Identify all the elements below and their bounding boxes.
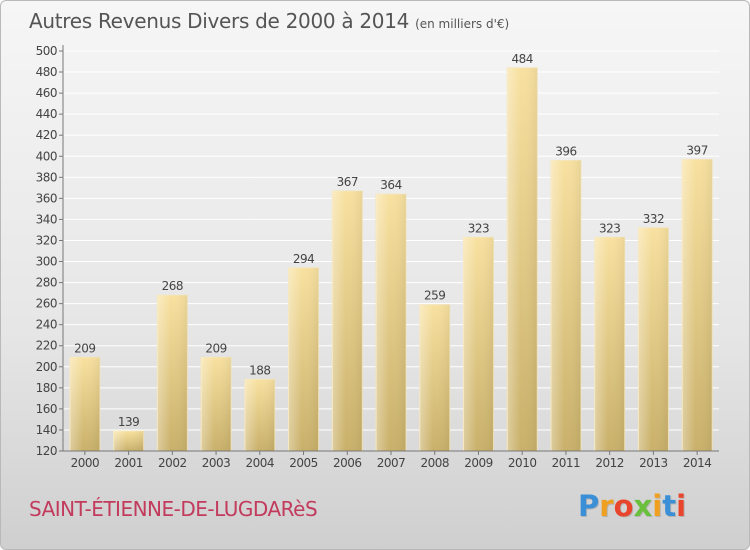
bar-shade-2007 bbox=[376, 194, 406, 451]
y-tick-label: 200 bbox=[36, 360, 57, 374]
bar-value-label: 397 bbox=[686, 143, 707, 157]
chart-title: Autres Revenus Divers de 2000 à 2014 (en … bbox=[29, 9, 509, 33]
y-tick-label: 480 bbox=[36, 65, 57, 79]
x-tick-label: 2006 bbox=[333, 456, 362, 470]
bar-value-label: 259 bbox=[424, 289, 445, 303]
bar-shade-2002 bbox=[157, 295, 188, 451]
chart-title-text: Autres Revenus Divers de 2000 à 2014 bbox=[29, 9, 410, 33]
y-tick-label: 460 bbox=[36, 86, 57, 100]
y-tick-label: 340 bbox=[36, 212, 57, 226]
y-tick-label: 400 bbox=[36, 149, 57, 163]
y-tick-label: 140 bbox=[36, 423, 57, 437]
logo-letter: r bbox=[599, 489, 614, 523]
x-tick-label: 2013 bbox=[639, 456, 668, 470]
bar-value-label: 268 bbox=[162, 279, 183, 293]
x-tick-label: 2003 bbox=[202, 456, 231, 470]
bar-shade-2001 bbox=[113, 431, 144, 451]
bar-shade-2006 bbox=[332, 191, 363, 451]
bar-value-label: 484 bbox=[511, 52, 532, 66]
chart-unit: (en milliers d'€) bbox=[415, 17, 510, 31]
bar-value-label: 332 bbox=[643, 212, 664, 226]
y-tick-label: 420 bbox=[36, 128, 57, 142]
bar-shade-2010 bbox=[507, 67, 538, 451]
bar-shade-2014 bbox=[682, 159, 713, 451]
logo-letter: i bbox=[652, 489, 663, 523]
logo-letter: P bbox=[578, 489, 600, 523]
bar-shade-2005 bbox=[288, 267, 319, 451]
y-tick-label: 160 bbox=[36, 402, 57, 416]
x-tick-label: 2009 bbox=[464, 456, 493, 470]
bar-value-label: 323 bbox=[468, 221, 489, 235]
bar-value-label: 367 bbox=[337, 175, 358, 189]
bar-shade-2013 bbox=[638, 227, 669, 451]
bar-value-label: 209 bbox=[74, 341, 95, 355]
bar-shade-2003 bbox=[201, 357, 232, 451]
bar-shade-2012 bbox=[594, 237, 625, 451]
bar-shade-2008 bbox=[419, 304, 450, 451]
y-tick-label: 180 bbox=[36, 381, 57, 395]
y-tick-label: 300 bbox=[36, 255, 57, 269]
x-tick-label: 2005 bbox=[289, 456, 318, 470]
logo-letter: o bbox=[613, 489, 634, 523]
y-tick-label: 220 bbox=[36, 339, 57, 353]
bar-shade-2011 bbox=[550, 160, 581, 451]
x-tick-label: 2012 bbox=[595, 456, 624, 470]
commune-name: SAINT-ÉTIENNE-DE-LUGDARèS bbox=[29, 497, 318, 521]
y-tick-label: 240 bbox=[36, 318, 57, 332]
y-tick-label: 260 bbox=[36, 297, 57, 311]
x-tick-label: 2011 bbox=[552, 456, 581, 470]
logo-letter: i bbox=[676, 489, 687, 523]
y-tick-label: 360 bbox=[36, 191, 57, 205]
bar-shade-2009 bbox=[463, 237, 494, 451]
y-tick-label: 320 bbox=[36, 233, 57, 247]
x-tick-label: 2002 bbox=[158, 456, 187, 470]
bars: 209 139 268 209 188 294 367 364 259 323 484 396 323 3… bbox=[69, 52, 713, 452]
y-tick-label: 120 bbox=[36, 444, 57, 458]
y-tick-label: 440 bbox=[36, 107, 57, 121]
x-tick-label: 2001 bbox=[114, 456, 143, 470]
bar-value-label: 323 bbox=[599, 221, 620, 235]
bar-value-label: 188 bbox=[249, 363, 270, 377]
x-tick-label: 2014 bbox=[683, 456, 712, 470]
bar-value-label: 396 bbox=[555, 144, 576, 158]
bar-value-label: 209 bbox=[205, 341, 226, 355]
x-tick-label: 2008 bbox=[420, 456, 449, 470]
logo-letter: x bbox=[633, 489, 653, 523]
bar-shade-2000 bbox=[69, 357, 100, 451]
axes: 120 140 160 180 200 220 240 260 280 300 320 340 360 3… bbox=[36, 44, 719, 470]
bar-value-label: 364 bbox=[380, 178, 401, 192]
x-tick-label: 2010 bbox=[508, 456, 537, 470]
y-tick-label: 380 bbox=[36, 170, 57, 184]
proxiti-logo[interactable]: Proxiti bbox=[578, 489, 686, 523]
x-tick-label: 2000 bbox=[71, 456, 100, 470]
y-tick-label: 280 bbox=[36, 276, 57, 290]
bar-shade-2004 bbox=[244, 379, 275, 451]
logo-letter: t bbox=[662, 489, 677, 523]
bar-value-label: 139 bbox=[118, 415, 139, 429]
bar-value-label: 294 bbox=[293, 252, 314, 266]
y-tick-label: 500 bbox=[36, 44, 57, 58]
x-tick-label: 2004 bbox=[246, 456, 275, 470]
x-tick-label: 2007 bbox=[377, 456, 406, 470]
